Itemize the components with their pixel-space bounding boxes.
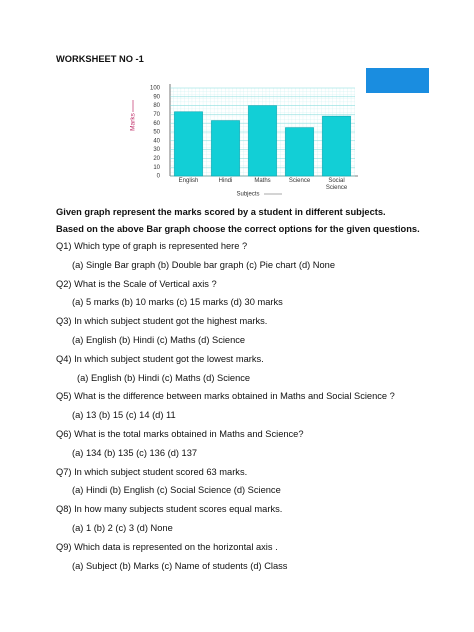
x-tick-label: Social Science	[325, 178, 348, 191]
y-tick-label: 80	[153, 103, 160, 109]
intro-line: Based on the above Bar graph choose the …	[56, 223, 420, 234]
question-options: (a) Single Bar graph (b) Double bar grap…	[72, 259, 336, 270]
x-tick-label: English	[178, 178, 199, 184]
y-tick-label: 20	[153, 156, 160, 162]
question-options: (a) English (b) Hindi (c) Maths (d) Scie…	[72, 335, 246, 345]
y-tick-label: 60	[153, 121, 160, 127]
x-tick-label: Maths	[254, 178, 271, 184]
question-options: (a) 134 (b) 135 (c) 136 (d) 137	[72, 447, 198, 458]
question: Q9) Which data is represented on the hor…	[56, 541, 278, 552]
bar	[248, 105, 277, 177]
worksheet-title: WORKSHEET NO -1	[56, 54, 144, 64]
bar	[322, 115, 351, 177]
question-options: (a) Hindi (b) English (c) Social Science…	[72, 485, 281, 496]
y-tick-label: 100	[150, 86, 161, 92]
y-tick-label: 90	[153, 94, 160, 100]
question-options: (a) 5 marks (b) 10 marks (c) 15 marks (d…	[72, 297, 283, 308]
question: Q6) What is the total marks obtained in …	[56, 429, 304, 439]
question: Q2) What is the Scale of Vertical axis ?	[56, 278, 217, 289]
bar	[285, 127, 314, 177]
question-options: (a) Subject (b) Marks (c) Name of studen…	[72, 560, 288, 571]
question-options: (a) 13 (b) 15 (c) 14 (d) 11	[72, 410, 176, 421]
question: Q7) In which subject student scored 63 m…	[56, 466, 248, 477]
y-axis-label: Marks	[130, 112, 137, 130]
question: Q4) In which subject student got the low…	[56, 353, 264, 364]
question: Q3) In which subject student got the hig…	[56, 316, 268, 327]
question-options: (a) 1 (b) 2 (c) 3 (d) None	[72, 523, 173, 533]
question-options: (a) English (b) Hindi (c) Maths (d) Scie…	[77, 372, 251, 383]
y-tick-label: 30	[153, 147, 160, 153]
y-tick-label: 40	[153, 138, 160, 144]
y-tick-label: 70	[153, 112, 160, 118]
bar	[174, 111, 203, 177]
bar	[211, 120, 240, 177]
x-axis-label: Subjects	[236, 192, 259, 198]
y-tick-label: 50	[153, 130, 160, 136]
question: Q1) Which type of graph is represented h…	[56, 241, 248, 251]
y-tick-label: 10	[153, 165, 160, 171]
question: Q8) In how many subjects student scores …	[56, 504, 283, 515]
blue-box	[366, 68, 429, 93]
x-tick-label: Hindi	[218, 178, 233, 184]
x-tick-label: Science	[288, 178, 311, 184]
question: Q5) What is the difference between marks…	[56, 391, 395, 402]
intro-line: Given graph represent the marks scored b…	[56, 207, 386, 217]
y-tick-label: 0	[157, 174, 161, 180]
